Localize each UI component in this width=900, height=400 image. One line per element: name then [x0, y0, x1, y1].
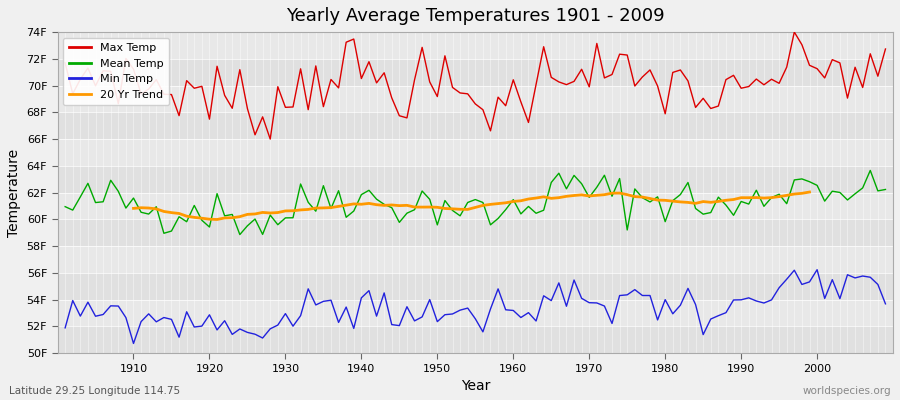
Bar: [58, 273, 893, 300]
Title: Yearly Average Temperatures 1901 - 2009: Yearly Average Temperatures 1901 - 2009: [286, 7, 664, 25]
Y-axis label: Temperature: Temperature: [7, 148, 21, 237]
Bar: [58, 246, 893, 273]
Text: Latitude 29.25 Longitude 114.75: Latitude 29.25 Longitude 114.75: [9, 386, 180, 396]
Bar: [58, 192, 893, 219]
Bar: [58, 59, 893, 86]
Legend: Max Temp, Mean Temp, Min Temp, 20 Yr Trend: Max Temp, Mean Temp, Min Temp, 20 Yr Tre…: [63, 38, 169, 105]
Bar: [58, 219, 893, 246]
Text: worldspecies.org: worldspecies.org: [803, 386, 891, 396]
Bar: [58, 86, 893, 112]
Bar: [58, 32, 893, 59]
Bar: [58, 326, 893, 353]
Bar: [58, 112, 893, 139]
Bar: [58, 300, 893, 326]
Bar: [58, 166, 893, 192]
Bar: [58, 139, 893, 166]
X-axis label: Year: Year: [461, 379, 490, 393]
